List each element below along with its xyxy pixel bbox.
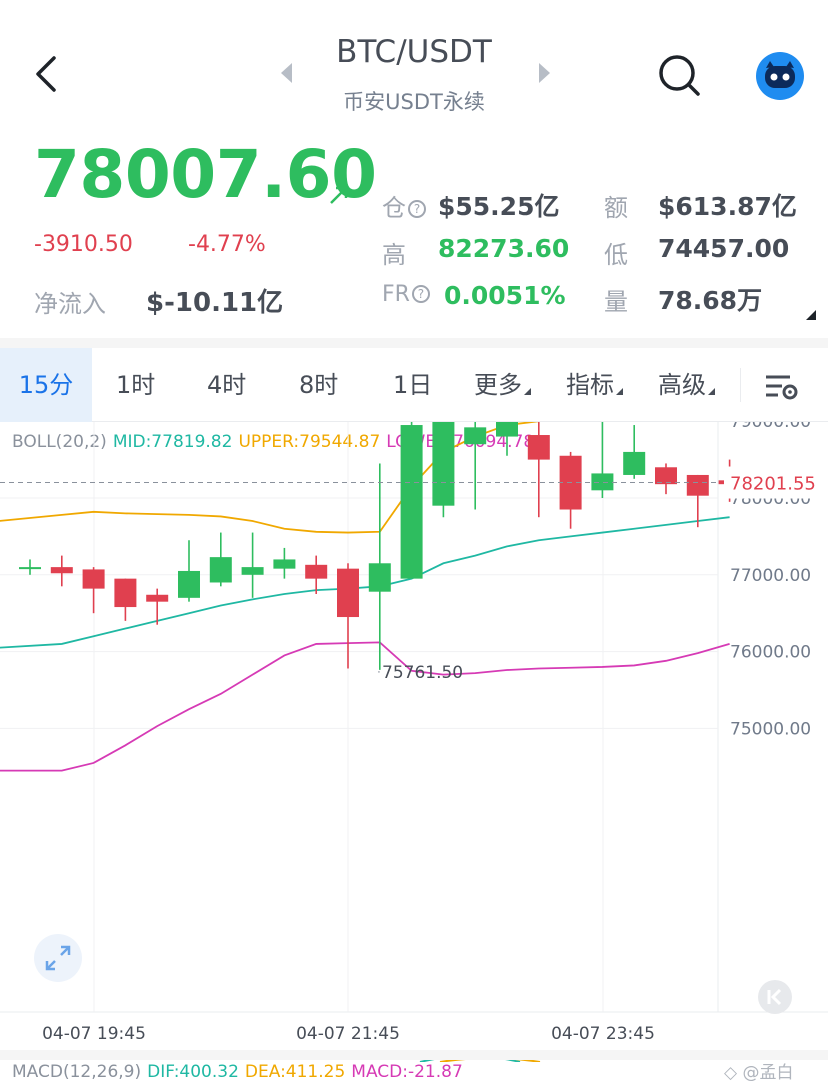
search-icon[interactable] — [656, 52, 702, 98]
candle-body — [114, 578, 137, 608]
candle-body — [146, 594, 169, 602]
boll-mid: MID:77819.82 — [112, 432, 233, 452]
candlestick-chart[interactable]: 81000.0080000.0079000.0078000.0077000.00… — [0, 422, 828, 1062]
y-tick-label: 76000.00 — [730, 643, 811, 663]
page-title[interactable]: BTC/USDT — [336, 34, 492, 70]
boll-lower: LOWER:76094.78 — [386, 432, 535, 452]
help-icon[interactable]: ? — [408, 200, 426, 218]
tab-1d[interactable]: 1日 — [393, 371, 433, 399]
volume-label: 量 — [604, 288, 628, 316]
macd-panel — [0, 1050, 828, 1090]
candle-body — [178, 570, 200, 598]
tab-4h[interactable]: 4时 — [207, 371, 247, 399]
low-value: 74457.00 — [658, 234, 790, 263]
tab-more[interactable]: 更多 — [474, 348, 531, 422]
dropdown-icon — [616, 388, 623, 395]
macd-value: MACD:-21.87 — [351, 1062, 463, 1082]
candle-body — [655, 467, 677, 485]
candle-body — [623, 451, 646, 475]
expand-stats-icon[interactable] — [806, 310, 816, 320]
candle-body — [591, 473, 614, 491]
candle-body — [686, 474, 709, 496]
y-tick-label: 77000.00 — [730, 566, 811, 586]
current-price-tag — [724, 466, 828, 499]
funding-rate-value: 0.0051% — [444, 281, 566, 310]
tab-divider — [740, 368, 741, 402]
x-tick-label: 04-07 19:45 — [42, 1024, 146, 1044]
high-value: 82273.60 — [438, 234, 570, 263]
chart-settings-icon[interactable] — [764, 372, 800, 402]
dropdown-icon — [708, 388, 715, 395]
next-pair-icon[interactable] — [539, 63, 550, 83]
price-change: -3910.50 — [34, 232, 133, 257]
candle-body — [400, 425, 423, 579]
macd-name: MACD(12,26,9) — [12, 1062, 142, 1082]
fullscreen-button[interactable] — [34, 934, 82, 982]
boll-upper-line — [0, 422, 540, 534]
candle-body — [82, 569, 105, 589]
y-tick-label: 75000.00 — [730, 719, 811, 739]
macd-dif: DIF:400.32 — [147, 1062, 239, 1082]
y-tick-label: 79000.00 — [730, 422, 811, 432]
boll-lower-line — [0, 641, 730, 772]
tab-indicators[interactable]: 指标 — [566, 348, 623, 422]
last-price: 78007.60 — [34, 136, 377, 213]
candle-body — [19, 567, 41, 570]
open-interest-label: 仓? — [382, 188, 426, 223]
funding-rate-label: FR? — [382, 282, 430, 307]
candle-body — [432, 422, 455, 506]
tab-8h[interactable]: 8时 — [299, 371, 339, 399]
back-arrow-icon[interactable] — [28, 52, 68, 96]
amount-label: 额 — [604, 194, 628, 222]
boll-mid-line — [0, 516, 730, 649]
tab-1h[interactable]: 1时 — [116, 371, 156, 399]
tab-advanced[interactable]: 高级 — [658, 348, 715, 422]
previous-pair-icon[interactable] — [281, 63, 292, 83]
price-change-percent: -4.77% — [188, 232, 266, 257]
candle-body — [305, 564, 328, 579]
current-price-label: 78201.55 — [730, 474, 816, 495]
x-tick-label: 04-07 21:45 — [296, 1024, 400, 1044]
boll-legend: BOLL(20,2) MID:77819.82 UPPER:79544.87 LOWE… — [12, 432, 540, 452]
net-inflow-label: 净流入 — [34, 290, 106, 318]
candle-body — [50, 567, 73, 574]
boll-upper: UPPER:79544.87 — [238, 432, 381, 452]
candle-body — [337, 568, 359, 618]
candle-body — [527, 435, 550, 460]
candle-body — [273, 559, 296, 569]
candle-body — [209, 557, 232, 583]
jump-end-icon — [767, 988, 782, 1006]
scroll-to-latest-button[interactable] — [758, 980, 792, 1014]
low-label: 低 — [604, 241, 628, 269]
assistant-bot-icon[interactable] — [756, 52, 804, 100]
watermark: ◇ @孟白 — [724, 1063, 794, 1083]
help-icon[interactable]: ? — [411, 285, 430, 303]
high-label: 高 — [382, 241, 406, 269]
candle-body — [368, 563, 391, 592]
net-inflow-value: $-10.11亿 — [146, 288, 284, 318]
macd-legend: MACD(12,26,9) DIF:400.32 DEA:411.25 MACD:-2… — [12, 1062, 469, 1082]
candle-body — [496, 422, 518, 437]
x-tick-label: 04-07 23:45 — [551, 1024, 655, 1044]
market-subtitle: 币安USDT永续 — [343, 90, 485, 114]
up-trend-icon — [330, 186, 348, 204]
min-price-label: 75761.50 — [382, 663, 463, 683]
section-divider — [0, 338, 828, 348]
boll-name: BOLL(20,2) — [12, 432, 107, 452]
candle-body — [241, 567, 264, 575]
open-interest-value: $55.25亿 — [438, 192, 560, 221]
amount-value: $613.87亿 — [658, 192, 797, 221]
candle-body — [464, 427, 487, 445]
top-bar: BTC/USDT 币安USDT永续 — [0, 0, 828, 140]
macd-dea: DEA:411.25 — [244, 1062, 346, 1082]
volume-value: 78.68万 — [658, 286, 763, 315]
expand-icon — [45, 945, 71, 971]
tab-15m[interactable]: 15分 — [0, 348, 92, 422]
dropdown-icon — [524, 388, 531, 395]
interval-tabs: 15分 1时 4时 8时 1日 更多 指标 高级 — [0, 348, 828, 422]
